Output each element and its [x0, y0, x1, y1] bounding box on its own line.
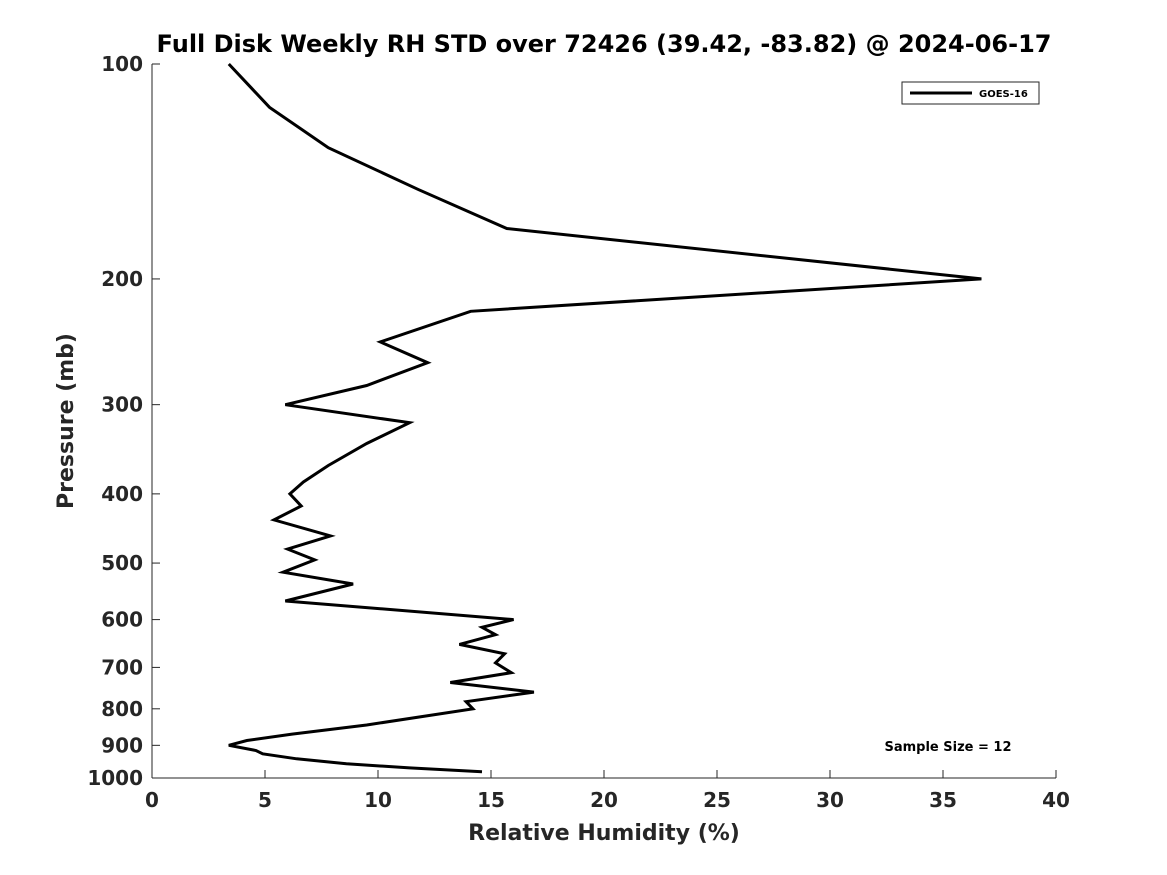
- x-tick-label: 40: [1042, 788, 1070, 812]
- x-axis-label: Relative Humidity (%): [468, 821, 740, 846]
- y-tick-label: 200: [101, 267, 143, 291]
- x-tick-label: 10: [364, 788, 392, 812]
- y-tick-label: 500: [101, 551, 143, 575]
- series-group: [227, 62, 982, 774]
- y-tick-label: 800: [101, 697, 143, 721]
- x-tick-label: 0: [145, 788, 159, 812]
- sample-size-annotation: Sample Size = 12: [884, 740, 1011, 755]
- x-tick-label: 25: [703, 788, 731, 812]
- y-tick-label: 100: [101, 52, 143, 76]
- legend: GOES-16: [901, 81, 1040, 105]
- chart-title: Full Disk Weekly RH STD over 72426 (39.4…: [157, 30, 1052, 58]
- y-tick-label: 300: [101, 393, 143, 417]
- x-tick-label: 30: [816, 788, 844, 812]
- plot-axes: [151, 64, 1056, 779]
- x-tick-label: 15: [477, 788, 505, 812]
- y-axis-label: Pressure (mb): [54, 333, 79, 509]
- y-tick-label: 900: [101, 733, 143, 757]
- x-tick-label: 5: [258, 788, 272, 812]
- x-tick-label: 35: [929, 788, 957, 812]
- legend-entry: GOES-16: [979, 89, 1028, 100]
- x-axis-ticks: 0 5 10 15 20 25 30 35 40: [145, 770, 1070, 812]
- y-tick-label: 700: [101, 655, 143, 679]
- series-line-0: [227, 62, 982, 774]
- y-tick-label: 600: [101, 608, 143, 632]
- x-tick-label: 20: [590, 788, 618, 812]
- y-tick-label: 400: [101, 482, 143, 506]
- y-tick-label: 1000: [87, 766, 143, 790]
- y-axis-ticks: 100 200 300 400 500 600 700 800 900 1000: [87, 52, 160, 790]
